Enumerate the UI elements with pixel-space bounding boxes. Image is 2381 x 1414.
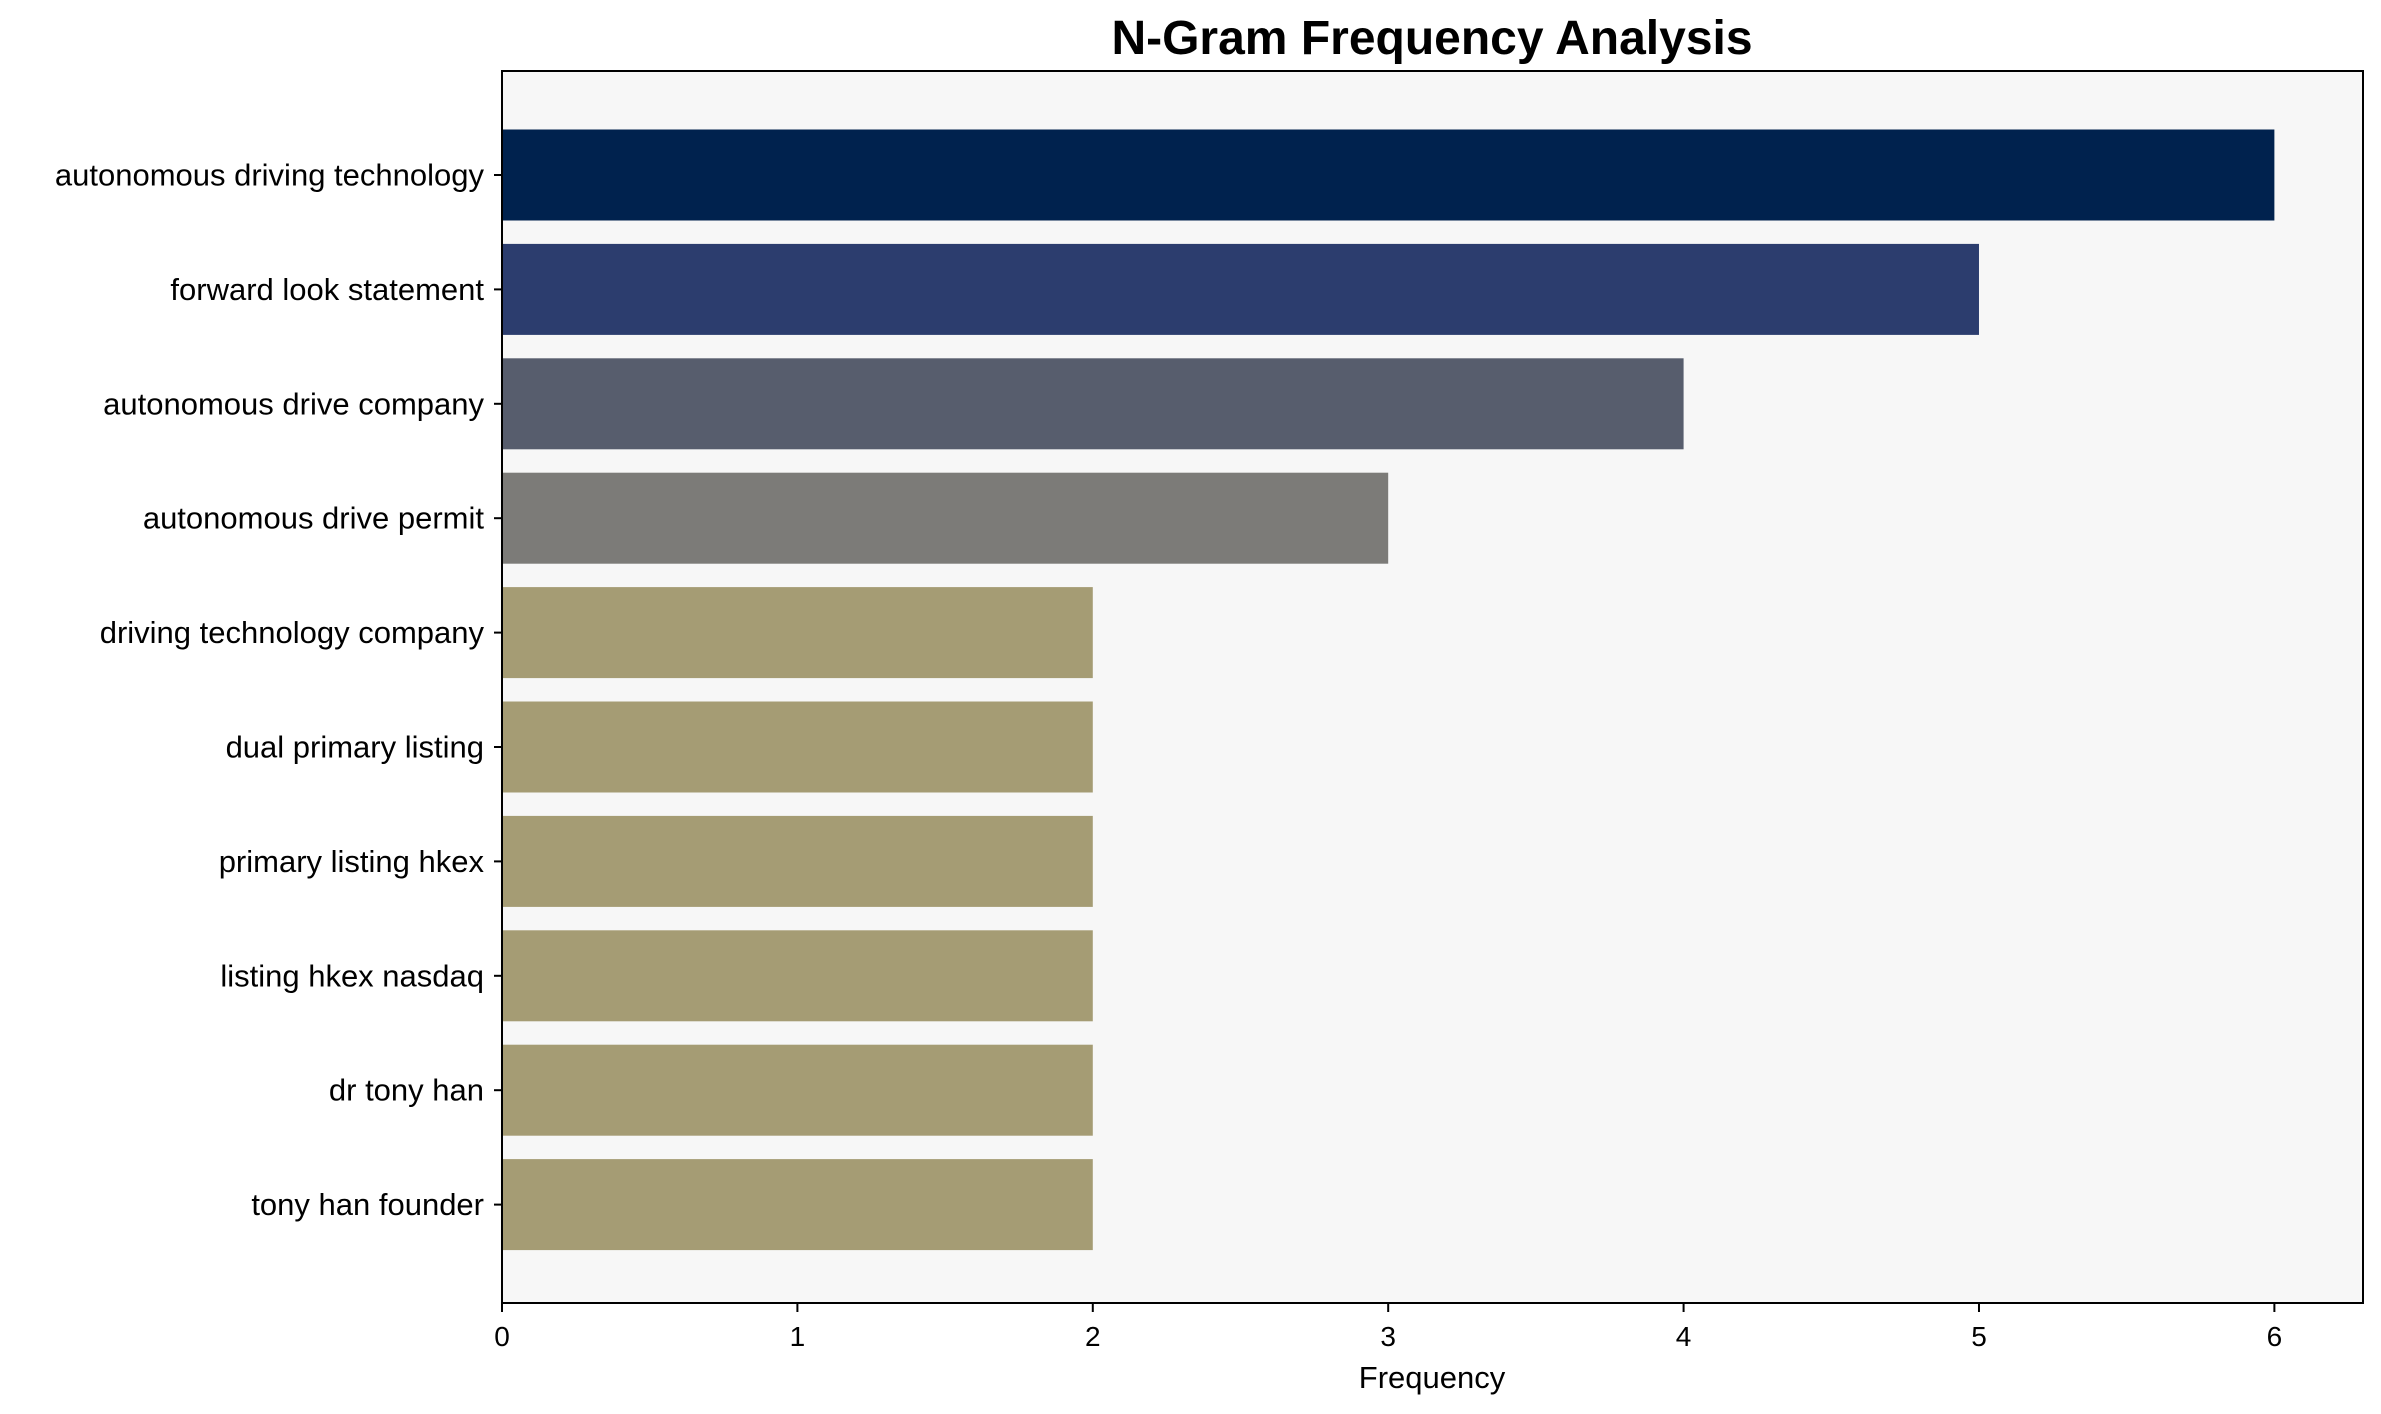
category-label: forward look statement	[170, 272, 484, 307]
bar	[502, 815, 1093, 907]
bar	[502, 587, 1093, 679]
x-ticks-group: 0 1 2 3 4 5 6	[494, 1303, 2282, 1352]
category-label: driving technology company	[100, 615, 485, 650]
x-tick-label: 3	[1380, 1321, 1396, 1352]
bar	[502, 129, 2275, 221]
x-tick-label: 5	[1971, 1321, 1987, 1352]
bar	[502, 1159, 1093, 1251]
plot-frame	[501, 70, 2364, 1304]
bar	[502, 358, 1684, 450]
bar	[502, 930, 1093, 1022]
chart-title: N-Gram Frequency Analysis	[1111, 12, 1752, 65]
category-label: tony han founder	[251, 1187, 484, 1222]
bar	[502, 472, 1389, 564]
x-tick-label: 4	[1676, 1321, 1692, 1352]
category-labels-group: autonomous driving technology forward loo…	[55, 158, 502, 1222]
bars-group	[502, 129, 2275, 1251]
category-label: dr tony han	[329, 1073, 484, 1108]
category-label: primary listing hkex	[219, 844, 485, 879]
x-tick-label: 6	[2267, 1321, 2283, 1352]
category-label: dual primary listing	[226, 730, 484, 765]
x-axis-title: Frequency	[1359, 1360, 1506, 1395]
category-label: autonomous drive permit	[143, 501, 485, 536]
x-tick-label: 0	[494, 1321, 510, 1352]
category-label: listing hkex nasdaq	[220, 958, 484, 993]
x-tick-label: 1	[790, 1321, 806, 1352]
bar	[502, 243, 1979, 335]
bar	[502, 1044, 1093, 1136]
category-label: autonomous drive company	[103, 386, 484, 421]
x-tick-label: 2	[1085, 1321, 1101, 1352]
bar	[502, 701, 1093, 793]
category-label: autonomous driving technology	[55, 158, 485, 193]
